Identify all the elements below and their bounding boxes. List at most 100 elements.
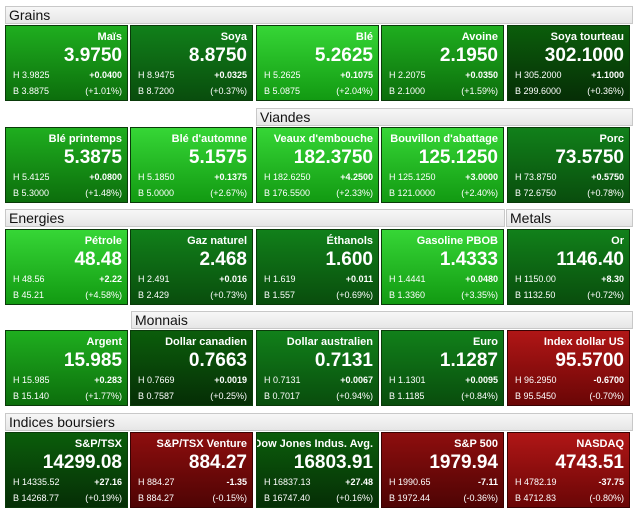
quote-tile[interactable]: Bouvillon d'abattage 125.1250 H 125.1250 B … (381, 127, 504, 203)
quote-high: H 0.7669 (138, 375, 175, 385)
quote-tile[interactable]: Éthanols 1.600 H 1.619 B 1.557 +0.011 (+0.69%… (256, 229, 379, 305)
quote-change-percent: (+1.59%) (461, 86, 498, 96)
quote-change: -37.75 (598, 477, 624, 487)
quote-low: B 176.5500 (264, 188, 311, 198)
quote-change-percent: (+0.84%) (461, 391, 498, 401)
section-header-grains: Grains (5, 6, 633, 24)
quote-tile[interactable]: Avoine 2.1950 H 2.2075 B 2.1000 +0.0350 (+1.5… (381, 25, 504, 101)
quote-name: Blé d'automne (171, 133, 247, 145)
quote-name: Dollar canadien (165, 336, 247, 348)
quote-low: B 15.140 (13, 391, 50, 401)
quote-tile[interactable]: Blé d'automne 5.1575 H 5.1850 B 5.0000 +0.13… (130, 127, 253, 203)
quote-change-percent: (+0.73%) (210, 290, 247, 300)
quote-low: B 1.3360 (389, 290, 426, 300)
quote-change-percent: (+1.01%) (85, 86, 122, 96)
quote-tile[interactable]: Gaz naturel 2.468 H 2.491 B 2.429 +0.016 (+0.… (130, 229, 253, 305)
quote-tile[interactable]: Soya 8.8750 H 8.9475 B 8.7200 +0.0325 (+0.37%… (130, 25, 253, 101)
quote-value: 2.468 (199, 249, 247, 270)
quote-tile[interactable]: Veaux d'embouche 182.3750 H 182.6250 B 176.… (256, 127, 379, 203)
quote-name: Soya tourteau (550, 31, 624, 43)
quote-tile[interactable]: Index dollar US 95.5700 H 96.2950 B 95.5450… (507, 330, 630, 406)
quote-value: 15.985 (63, 350, 122, 371)
quote-change: +0.0019 (214, 375, 247, 385)
section-header-energies: Energies (5, 209, 505, 227)
quote-change: +0.0800 (89, 172, 122, 182)
quote-tile[interactable]: Porc 73.5750 H 73.8750 B 72.6750 +0.5750 (+0.… (507, 127, 630, 203)
quote-change-percent: (-0.70%) (589, 391, 624, 401)
quote-name: Dow Jones Indus. Avg. (256, 438, 373, 450)
quote-tile[interactable]: Pétrole 48.48 H 48.56 B 45.21 +2.22 (+4.58%) (5, 229, 128, 305)
quote-value: 884.27 (188, 452, 247, 473)
quote-tile[interactable]: Blé printemps 5.3875 H 5.4125 B 5.3000 +0.08… (5, 127, 128, 203)
quote-value: 4743.51 (555, 452, 624, 473)
quote-change: +27.48 (345, 477, 373, 487)
quote-name: Veaux d'embouche (273, 133, 373, 145)
quote-name: Avoine (461, 31, 498, 43)
quote-tile[interactable]: Dollar australien 0.7131 H 0.7131 B 0.7017 +… (256, 330, 379, 406)
quote-change: -0.6700 (593, 375, 624, 385)
quote-change-percent: (+0.69%) (336, 290, 373, 300)
quote-value: 1.1287 (439, 350, 498, 371)
quote-name: Dollar australien (286, 336, 373, 348)
quote-value: 1979.94 (429, 452, 498, 473)
quote-tile[interactable]: Blé 5.2625 H 5.2625 B 5.0875 +0.1075 (+2.04%) (256, 25, 379, 101)
quote-high: H 48.56 (13, 274, 45, 284)
quote-value: 1.4333 (439, 249, 498, 270)
quote-high: H 4782.19 (515, 477, 557, 487)
quote-change-percent: (+3.35%) (461, 290, 498, 300)
quote-tile[interactable]: S&P/TSX Venture 884.27 H 884.27 B 884.27 -1.… (130, 432, 253, 508)
quote-name: Soya (220, 31, 247, 43)
quote-change-percent: (+1.77%) (85, 391, 122, 401)
quote-change: +1.1000 (591, 70, 624, 80)
quote-change-percent: (-0.80%) (589, 493, 624, 503)
quote-change: +0.1375 (214, 172, 247, 182)
quote-high: H 2.2075 (389, 70, 426, 80)
quote-tile[interactable]: S&P 500 1979.94 H 1990.65 B 1972.44 -7.11 (-0… (381, 432, 504, 508)
quote-tile[interactable]: Euro 1.1287 H 1.1301 B 1.1185 +0.0095 (+0.84%… (381, 330, 504, 406)
quote-change: +0.5750 (591, 172, 624, 182)
quote-value: 48.48 (74, 249, 122, 270)
quote-change: +8.30 (601, 274, 624, 284)
quote-change: +0.1075 (340, 70, 373, 80)
quote-value: 1146.40 (556, 249, 624, 270)
quote-low: B 884.27 (138, 493, 175, 503)
quote-change-percent: (+0.72%) (587, 290, 624, 300)
section-header-metals: Metals (506, 209, 633, 227)
quote-low: B 3.8875 (13, 86, 50, 96)
quote-tile[interactable]: Gasoline PBOB 1.4333 H 1.4441 B 1.3360 +0.04… (381, 229, 504, 305)
quote-low: B 5.3000 (13, 188, 50, 198)
quote-change: +0.0480 (465, 274, 498, 284)
quote-low: B 2.429 (138, 290, 170, 300)
quote-low: B 0.7587 (138, 391, 175, 401)
quote-change: +0.0067 (340, 375, 373, 385)
quote-tile[interactable]: Or 1146.40 H 1150.00 B 1132.50 +8.30 (+0.72%) (507, 229, 630, 305)
quote-value: 8.8750 (188, 45, 247, 66)
quote-high: H 125.1250 (389, 172, 436, 182)
quote-tile[interactable]: Maïs 3.9750 H 3.9825 B 3.8875 +0.0400 (+1.01%… (5, 25, 128, 101)
quote-tile[interactable]: NASDAQ 4743.51 H 4782.19 B 4712.83 -37.75 (-0… (507, 432, 630, 508)
quote-tile[interactable]: Soya tourteau 302.1000 H 305.2000 B 299.600… (507, 25, 630, 101)
quote-high: H 1.1301 (389, 375, 426, 385)
quote-change: -1.35 (226, 477, 247, 487)
quote-change-percent: (+2.33%) (336, 188, 373, 198)
quote-tile[interactable]: Argent 15.985 H 15.985 B 15.140 +0.283 (+1.77… (5, 330, 128, 406)
quote-tile[interactable]: Dow Jones Indus. Avg. 16803.91 H 16837.13 B… (256, 432, 379, 508)
quote-change: -7.11 (477, 477, 498, 487)
quote-high: H 1150.00 (515, 274, 556, 284)
quote-change-percent: (+0.25%) (210, 391, 247, 401)
quote-change: +0.0400 (89, 70, 122, 80)
quote-low: B 1132.50 (515, 290, 556, 300)
section-header-monnais: Monnais (131, 311, 633, 329)
quote-low: B 14268.77 (13, 493, 60, 503)
quote-name: S&P/TSX (74, 438, 122, 450)
quote-change: +0.011 (345, 274, 373, 284)
quote-value: 95.5700 (555, 350, 624, 371)
quote-change: +3.0000 (465, 172, 498, 182)
quote-change-percent: (+0.19%) (85, 493, 122, 503)
quote-name: Pétrole (84, 235, 122, 247)
quote-low: B 4712.83 (515, 493, 557, 503)
quote-change: +0.283 (94, 375, 122, 385)
quote-tile[interactable]: S&P/TSX 14299.08 H 14335.52 B 14268.77 +27.1… (5, 432, 128, 508)
quote-tile[interactable]: Dollar canadien 0.7663 H 0.7669 B 0.7587 +0.… (130, 330, 253, 406)
quote-change-percent: (+1.48%) (85, 188, 122, 198)
